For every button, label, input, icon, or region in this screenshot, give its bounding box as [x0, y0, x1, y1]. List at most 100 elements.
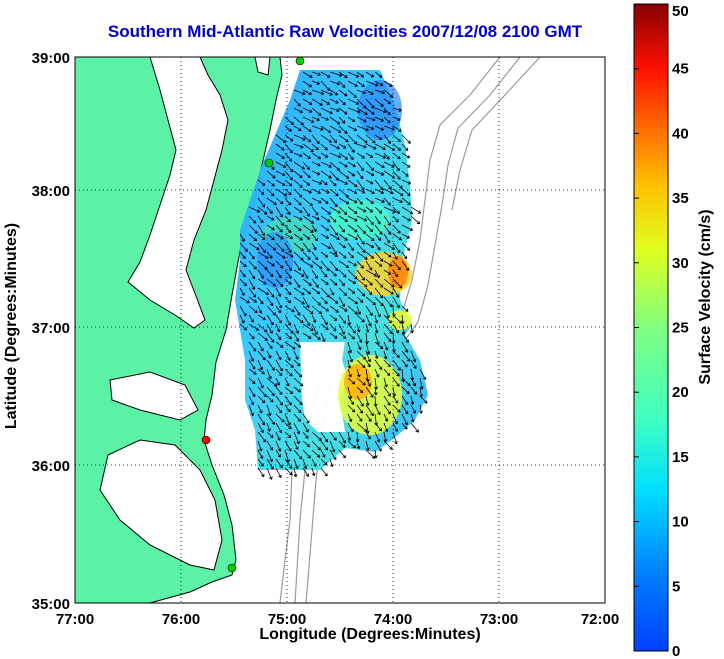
velocity-arrow: [392, 242, 401, 254]
velocity-arrow: [329, 98, 339, 104]
velocity-arrow: [320, 143, 328, 151]
velocity-arrow: [347, 377, 356, 385]
velocity-arrow: [320, 242, 332, 249]
hatteras-station: [227, 563, 237, 573]
chesapeake-bay: [127, 57, 229, 329]
velocity-arrow: [293, 341, 302, 348]
velocity-arrow: [320, 260, 330, 272]
velocity-arrow: [356, 278, 368, 288]
colorbar-ticks: 0 5 10 15 20 25 30 35 40 45 50: [634, 3, 689, 659]
velocity-arrow: [257, 305, 263, 314]
velocity-arrow: [311, 251, 319, 261]
velocity-arrow: [392, 323, 399, 334]
velocity-arrow: [320, 314, 328, 326]
velocity-arrow: [338, 332, 347, 339]
velocity-arrow: [248, 278, 256, 290]
velocity-arrow: [383, 404, 391, 415]
velocity-arrow: [329, 323, 337, 332]
velocity-arrow: [338, 215, 348, 223]
velocity-arrow: [248, 206, 261, 213]
velocity-arrow: [266, 440, 273, 451]
velocity-arrow: [356, 359, 366, 368]
velocity-arrow: [374, 71, 383, 78]
velocity-arrow: [392, 350, 400, 358]
velocity-arrow: [338, 251, 347, 259]
velocity-arrow: [266, 449, 273, 463]
velocity-arrow: [383, 305, 390, 319]
velocity-arrow: [293, 179, 303, 188]
velocity-arrow: [293, 197, 302, 206]
velocity-arrow: [383, 422, 389, 433]
velocity-arrow: [266, 305, 276, 316]
velocity-arrow: [284, 233, 293, 239]
velocity-arrow: [302, 152, 311, 159]
y-tick-labels: 39:00 38:00 37:00 36:00 35:00: [32, 50, 70, 613]
velocity-arrow: [275, 440, 282, 452]
velocity-arrow: [257, 242, 267, 253]
velocity-arrow: [410, 386, 418, 395]
velocity-arrow: [365, 323, 370, 333]
velocity-arrow: [365, 440, 370, 451]
velocity-arrow: [302, 413, 310, 424]
velocity-arrow: [365, 287, 373, 295]
velocity-arrow: [374, 242, 381, 251]
velocity-arrow: [275, 197, 284, 205]
velocity-arrow: [248, 305, 258, 314]
velocity-arrow: [320, 125, 332, 133]
velocity-arrow: [374, 251, 384, 262]
velocity-arrow: [392, 206, 400, 214]
velocity-arrow: [383, 89, 394, 98]
velocity-arrow: [266, 422, 271, 432]
velocity-arrow: [293, 449, 303, 460]
velocity-arrow: [383, 107, 391, 116]
velocity-arrow: [320, 305, 329, 312]
velocity-arrow: [419, 395, 428, 404]
velocity-arrow: [293, 368, 303, 378]
velocity-arrow: [302, 260, 314, 268]
velocity-arrow: [401, 386, 410, 395]
velocity-arrow: [275, 296, 283, 309]
velocity-arrow: [365, 413, 372, 422]
velocity-arrow: [320, 71, 331, 78]
velocity-arrow: [302, 143, 314, 152]
velocity-arrow: [293, 98, 301, 107]
velocity-arrow: [383, 350, 388, 360]
velocity-arrow: [356, 305, 361, 315]
velocity-arrow: [275, 395, 283, 406]
velocity-arrow: [275, 368, 283, 377]
velocity-arrow: [347, 215, 358, 222]
velocity-arrow: [392, 125, 402, 132]
velocity-arrow: [311, 323, 318, 335]
velocity-arrow: [347, 80, 358, 87]
velocity-arrow: [419, 377, 424, 390]
velocity-arrow: [239, 242, 248, 252]
velocity-arrow: [356, 197, 363, 205]
velocity-arrow: [374, 80, 384, 87]
velocity-arrow: [365, 125, 375, 130]
velocity-arrow: [329, 233, 340, 240]
velocity-arrow: [266, 341, 273, 349]
velocity-arrow: [293, 440, 299, 450]
velocity-arrow: [311, 314, 317, 323]
velocity-arrow: [347, 107, 361, 114]
velocity-arrow: [374, 116, 384, 122]
y-tick-label: 36:00: [32, 458, 70, 475]
velocity-arrow: [248, 377, 256, 385]
velocity-arrow: [275, 170, 286, 176]
velocity-arrow: [374, 197, 385, 203]
velocity-arrow: [356, 98, 367, 109]
velocity-arrow: [257, 422, 264, 434]
velocity-arrow: [311, 287, 321, 295]
velocity-arrow: [257, 332, 268, 341]
colorbar-tick-label: 50: [672, 3, 689, 20]
velocity-arrow: [257, 215, 264, 224]
velocity-arrow: [383, 413, 389, 422]
velocity-arrow: [257, 197, 266, 208]
velocity-arrow: [293, 251, 304, 261]
velocity-arrow: [302, 305, 314, 315]
velocity-arrow: [284, 215, 291, 223]
velocity-arrow: [284, 440, 292, 452]
velocity-arrow: [257, 323, 268, 333]
velocity-arrow: [248, 269, 255, 280]
velocity-arrow: [311, 98, 323, 106]
